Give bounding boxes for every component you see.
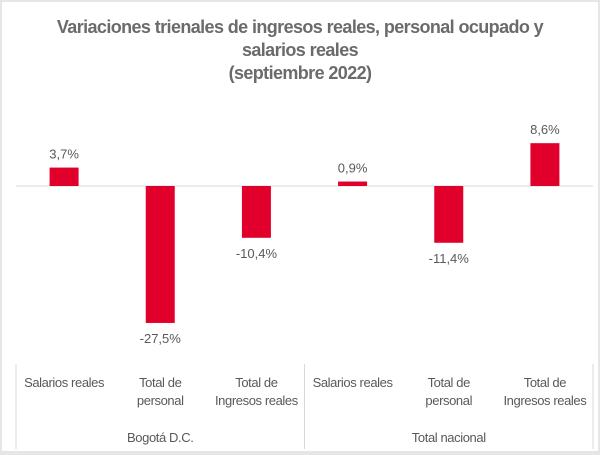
- category-label: Total de: [235, 375, 278, 390]
- category-label: Salarios reales: [24, 375, 105, 390]
- data-label: -11,4%: [429, 251, 470, 266]
- title-line: salarios reales: [241, 40, 359, 60]
- chart-title: Variaciones trienales de ingresos reales…: [2, 16, 598, 85]
- data-label: 8,6%: [530, 122, 560, 137]
- data-label: 3,7%: [49, 147, 79, 162]
- title-line: Variaciones trienales de ingresos reales…: [56, 17, 544, 37]
- bar: [49, 167, 79, 186]
- bar: [241, 186, 271, 238]
- data-label: -27,5%: [140, 331, 182, 346]
- category-label: personal: [137, 393, 184, 408]
- group-label: Total nacional: [412, 430, 486, 445]
- title-line: (septiembre 2022): [228, 63, 372, 83]
- category-label: personal: [425, 393, 472, 408]
- bar: [434, 186, 464, 243]
- category-label: Total de: [524, 375, 567, 390]
- bar: [145, 186, 175, 323]
- category-label: Total de: [428, 375, 471, 390]
- data-label: 0,9%: [338, 161, 368, 176]
- group-label: Bogotá D.C.: [127, 430, 193, 445]
- category-label: Salarios reales: [313, 375, 394, 390]
- category-label: Total de: [139, 375, 182, 390]
- category-label: Ingresos reales: [503, 393, 587, 408]
- category-label: Ingresos reales: [215, 393, 299, 408]
- bar: [530, 143, 560, 186]
- bar: [338, 181, 368, 186]
- data-label: -10,4%: [236, 246, 278, 261]
